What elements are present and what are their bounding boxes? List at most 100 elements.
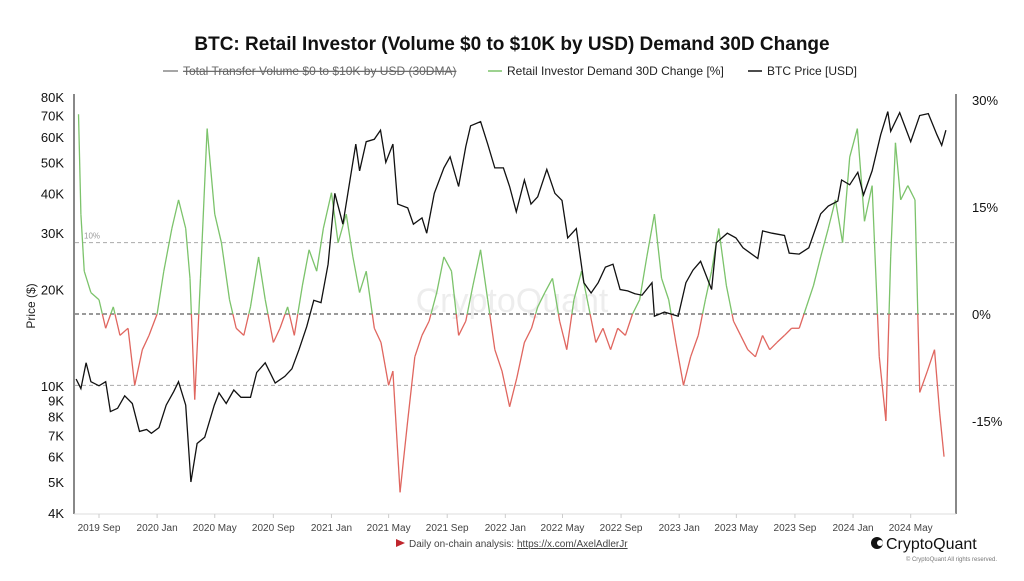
x-tick-label: 2024 Jan bbox=[832, 523, 873, 534]
reference-line-label: 10% bbox=[84, 232, 100, 241]
demand-segment bbox=[366, 271, 372, 314]
demand-segment bbox=[360, 271, 367, 292]
demand-segment bbox=[895, 143, 900, 200]
left-axis-title: Price ($) bbox=[24, 283, 38, 328]
demand-segment bbox=[259, 257, 266, 300]
demand-segment bbox=[901, 186, 908, 200]
demand-segment bbox=[872, 186, 877, 314]
left-tick-label: 30K bbox=[41, 226, 64, 241]
demand-segment bbox=[190, 278, 191, 314]
demand-segment bbox=[164, 228, 172, 271]
brand-name: CryptoQuant bbox=[886, 536, 977, 553]
demand-segment bbox=[244, 314, 249, 335]
demand-segment bbox=[806, 285, 813, 306]
demand-segment bbox=[473, 250, 481, 286]
legend-label-demand[interactable]: Retail Investor Demand 30D Change [%] bbox=[507, 64, 724, 78]
copyright: © CryptoQuant All rights reserved. bbox=[906, 556, 997, 563]
legend-label-volume[interactable]: Total Transfer Volume $0 to $10K by USD … bbox=[183, 64, 456, 78]
demand-segment bbox=[603, 328, 611, 349]
demand-segment bbox=[280, 314, 285, 328]
left-tick-label: 9K bbox=[48, 393, 64, 408]
demand-segment bbox=[207, 129, 215, 215]
demand-segment bbox=[625, 314, 632, 335]
demand-segment bbox=[683, 357, 690, 386]
demand-segment bbox=[149, 314, 157, 335]
demand-segment bbox=[691, 335, 699, 356]
demand-segment bbox=[113, 307, 115, 314]
demand-segment bbox=[230, 300, 233, 314]
demand-segment bbox=[920, 371, 928, 392]
demand-segment bbox=[115, 314, 120, 335]
left-tick-label: 7K bbox=[48, 428, 64, 443]
x-tick-label: 2020 Jan bbox=[137, 523, 178, 534]
demand-segment bbox=[221, 243, 229, 300]
demand-segment bbox=[106, 314, 111, 328]
demand-segment bbox=[200, 129, 207, 279]
demand-segment bbox=[338, 214, 346, 243]
demand-segment bbox=[877, 314, 879, 357]
demand-segment bbox=[142, 335, 149, 349]
demand-segment bbox=[633, 300, 640, 314]
x-tick-label: 2019 Sep bbox=[78, 523, 121, 534]
demand-segment bbox=[459, 321, 466, 335]
x-tick-label: 2020 May bbox=[193, 523, 237, 534]
x-tick-label: 2023 Jan bbox=[659, 523, 700, 534]
demand-segment bbox=[517, 343, 525, 379]
demand-segment bbox=[703, 300, 706, 314]
demand-segment bbox=[323, 193, 331, 229]
x-tick-label: 2021 Jan bbox=[311, 523, 352, 534]
demand-segment bbox=[408, 357, 415, 421]
left-tick-label: 8K bbox=[48, 410, 64, 425]
demand-segment bbox=[120, 328, 128, 335]
demand-segment bbox=[927, 350, 934, 371]
demand-segment bbox=[777, 335, 785, 342]
demand-segment bbox=[915, 200, 918, 314]
legend[interactable]: Total Transfer Volume $0 to $10K by USD … bbox=[163, 64, 857, 78]
demand-segment bbox=[302, 250, 309, 286]
demand-segment bbox=[676, 343, 684, 386]
demand-segment bbox=[918, 314, 920, 392]
demand-segment bbox=[91, 293, 99, 300]
footer-link[interactable]: https://x.com/AxelAdlerJr bbox=[517, 539, 628, 550]
footer-note-text: Daily on-chain analysis: bbox=[409, 539, 514, 550]
demand-segment bbox=[102, 314, 105, 328]
demand-segment bbox=[215, 214, 222, 243]
demand-segment bbox=[288, 307, 290, 314]
legend-label-price[interactable]: BTC Price [USD] bbox=[767, 64, 857, 78]
demand-segment bbox=[265, 300, 268, 314]
demand-segment bbox=[249, 307, 251, 314]
demand-segment bbox=[799, 314, 804, 328]
demand-segment bbox=[128, 328, 135, 385]
demand-segment bbox=[618, 328, 626, 335]
demand-segment bbox=[389, 371, 393, 385]
demand-segment bbox=[317, 228, 324, 271]
x-tick-label: 2022 Jan bbox=[485, 523, 526, 534]
right-tick-label: 0% bbox=[972, 307, 991, 322]
x-tick-label: 2021 May bbox=[367, 523, 411, 534]
demand-segment bbox=[381, 343, 389, 386]
footer-note: Daily on-chain analysis: https://x.com/A… bbox=[396, 539, 628, 550]
demand-segment bbox=[199, 278, 201, 314]
demand-segment bbox=[755, 335, 762, 356]
demand-segment bbox=[835, 200, 842, 243]
left-tick-label: 6K bbox=[48, 450, 64, 465]
demand-segment bbox=[422, 321, 429, 335]
demand-segment bbox=[268, 314, 273, 343]
demand-segment bbox=[611, 328, 618, 349]
demand-segment bbox=[726, 285, 732, 314]
demand-segment bbox=[763, 335, 770, 349]
demand-segment bbox=[733, 321, 740, 335]
left-tick-label: 5K bbox=[48, 475, 64, 490]
demand-segment bbox=[309, 250, 317, 271]
right-axis-ticks: 30%15%0%-15% bbox=[972, 93, 1003, 429]
x-tick-label: 2024 May bbox=[889, 523, 933, 534]
x-tick-label: 2022 Sep bbox=[600, 523, 643, 534]
demand-segment bbox=[353, 257, 360, 293]
demand-segment bbox=[250, 257, 258, 307]
demand-segment bbox=[346, 214, 353, 257]
demand-segment bbox=[191, 314, 194, 400]
demand-segment bbox=[654, 214, 661, 278]
left-tick-label: 50K bbox=[41, 155, 64, 170]
